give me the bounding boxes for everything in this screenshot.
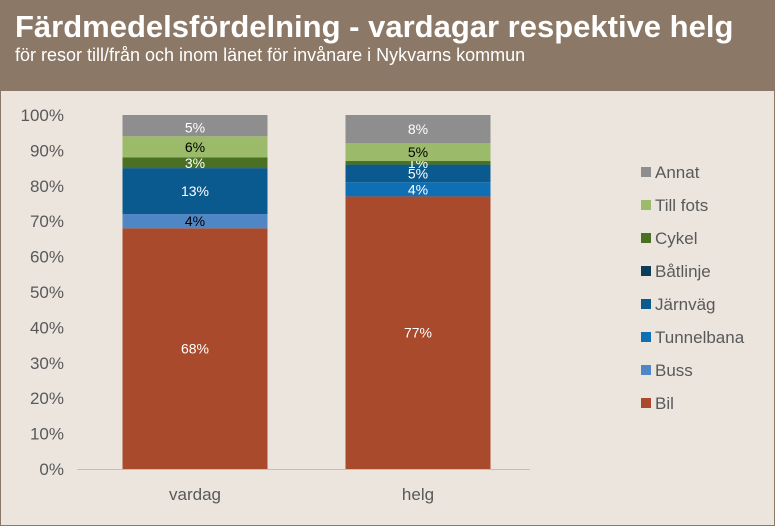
bar-segment — [345, 164, 491, 183]
legend-swatch — [641, 233, 651, 243]
y-tick-label: 90% — [30, 141, 64, 160]
y-tick-label: 10% — [30, 425, 64, 444]
data-label: 8% — [408, 121, 428, 137]
legend-swatch — [641, 167, 651, 177]
header-banner: Färdmedelsfördelning - vardagar respekti… — [1, 1, 774, 91]
y-tick-label: 40% — [30, 318, 64, 337]
legend-label: Bil — [655, 394, 674, 413]
data-label: 5% — [185, 119, 205, 135]
bar-segment — [122, 115, 268, 119]
legend-label: Båtlinje — [655, 262, 711, 281]
data-label: 13% — [181, 183, 209, 199]
y-tick-label: 50% — [30, 283, 64, 302]
data-label: 5% — [408, 165, 428, 181]
bar-segment — [122, 136, 268, 158]
data-label: 3% — [185, 155, 205, 171]
bar-segment — [122, 228, 268, 469]
legend-swatch — [641, 332, 651, 342]
legend-label: Tunnelbana — [655, 328, 745, 347]
bar-segment — [345, 161, 491, 165]
bar-segment — [122, 168, 268, 215]
chart-subtitle: för resor till/från och inom länet för i… — [15, 45, 526, 65]
data-label: 4% — [185, 213, 205, 229]
y-tick-label: 80% — [30, 177, 64, 196]
y-tick-label: 60% — [30, 248, 64, 267]
legend-swatch — [641, 299, 651, 309]
legend-swatch — [641, 266, 651, 276]
legend-label: Annat — [655, 163, 700, 182]
data-label: 68% — [181, 341, 209, 357]
bar-segment — [122, 157, 268, 169]
y-tick-label: 100% — [21, 106, 64, 125]
data-label: 5% — [408, 144, 428, 160]
y-tick-label: 0% — [39, 460, 64, 479]
bar-segment — [345, 115, 491, 144]
y-tick-label: 70% — [30, 212, 64, 231]
bar-segment — [122, 214, 268, 229]
bar-segment — [345, 196, 491, 470]
legend-label: Buss — [655, 361, 693, 380]
legend-swatch — [641, 200, 651, 210]
legend-swatch — [641, 365, 651, 375]
data-label: 77% — [404, 325, 432, 341]
bar-segment — [345, 182, 491, 197]
legend-label: Järnväg — [655, 295, 715, 314]
x-category-label: vardag — [169, 485, 221, 504]
y-tick-label: 20% — [30, 389, 64, 408]
y-tick-label: 30% — [30, 354, 64, 373]
bar-segment — [122, 118, 268, 137]
data-label: 6% — [185, 139, 205, 155]
x-category-label: helg — [402, 485, 434, 504]
legend-label: Cykel — [655, 229, 698, 248]
legend-label: Till fots — [655, 196, 708, 215]
data-label: 4% — [408, 181, 428, 197]
legend-swatch — [641, 398, 651, 408]
bar-segment — [345, 143, 491, 162]
chart-title: Färdmedelsfördelning - vardagar respekti… — [15, 9, 734, 44]
